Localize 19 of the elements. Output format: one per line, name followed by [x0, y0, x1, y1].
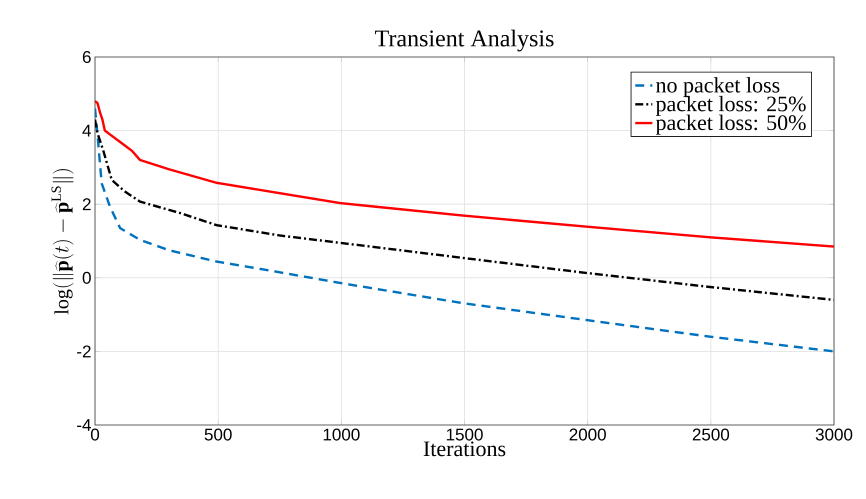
y-tick-label: 2 — [82, 198, 91, 210]
y-tick-label: 0 — [82, 272, 91, 284]
x-tick-label: 2500 — [692, 428, 730, 441]
legend-label: no packet loss — [656, 77, 780, 98]
x-tick-label: 1000 — [324, 428, 360, 441]
y-tick-label: 6 — [82, 50, 91, 64]
x-tick-label: 2000 — [570, 428, 606, 441]
y-tick-label: -4 — [77, 419, 91, 431]
x-tick-label: 3000 — [816, 428, 852, 441]
x-tick-label: 500 — [204, 428, 232, 441]
chart-title: Transient Analysis — [375, 30, 554, 52]
y-tick-label: 4 — [82, 124, 91, 136]
x-tick-label: 1500 — [446, 428, 483, 441]
x-axis-title: Iterations — [424, 441, 506, 456]
y-tick-label: -2 — [77, 345, 91, 358]
y-axis-title: $\log(\|\widehat{\mathbf{p}}(t)-\widehat{\mathbf{p}}^{\mathrm{LS}}\|)$ — [52, 169, 74, 314]
legend-label: packet loss: 25% — [656, 96, 806, 116]
x-tick-label: 0 — [90, 428, 100, 441]
legend-label: packet loss: 50% — [656, 114, 806, 135]
